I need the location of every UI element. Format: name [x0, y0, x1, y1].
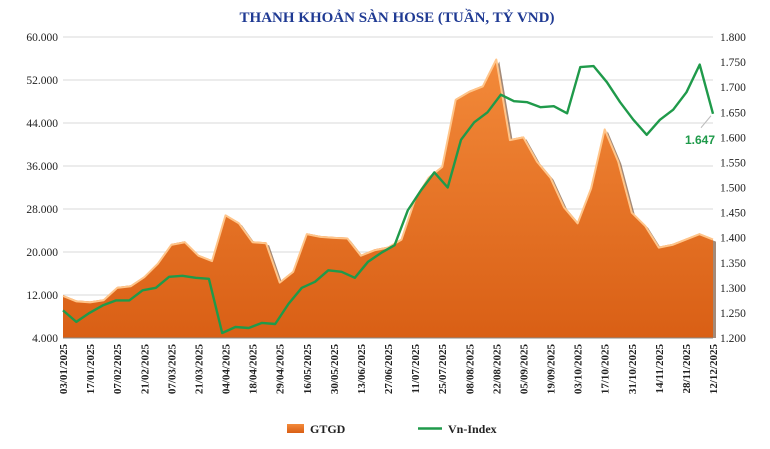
x-tick-label: 18/04/2025 [248, 344, 260, 395]
legend-label-gtgd: GTGD [310, 422, 346, 436]
right-tick-label: 1.800 [720, 32, 746, 44]
left-tick-label: 4.000 [32, 333, 58, 345]
right-tick-label: 1.300 [720, 283, 746, 295]
x-tick-label: 25/07/2025 [437, 344, 449, 395]
left-tick-label: 60.000 [26, 32, 58, 44]
annotation-label: 1.647 [685, 133, 715, 147]
x-tick-label: 08/08/2025 [464, 344, 476, 395]
legend-label-vnindex: Vn-Index [448, 422, 497, 436]
x-tick-label: 04/04/2025 [221, 344, 233, 395]
right-axis: 1.200 1.250 1.300 1.350 1.400 1.450 1.500 1.550… [720, 32, 746, 345]
x-tick-label: 22/08/2025 [491, 344, 503, 395]
x-tick-label: 17/01/2025 [85, 344, 97, 395]
right-tick-label: 1.600 [720, 132, 746, 144]
x-tick-label: 27/06/2025 [383, 344, 395, 395]
right-tick-label: 1.750 [720, 57, 746, 69]
right-tick-label: 1.450 [720, 208, 746, 220]
right-tick-label: 1.200 [720, 333, 746, 345]
chart-title: THANH KHOẢN SÀN HOSE (TUẦN, TỶ VND) [240, 9, 555, 26]
x-tick-label: 19/09/2025 [546, 344, 558, 395]
x-tick-label: 21/02/2025 [139, 344, 151, 395]
annotation-leader [700, 115, 712, 129]
x-tick-label: 30/05/2025 [329, 344, 341, 395]
x-tick-label: 17/10/2025 [600, 344, 612, 395]
right-tick-label: 1.650 [720, 107, 746, 119]
x-tick-label: 13/06/2025 [356, 344, 368, 395]
left-axis: 4.000 12.000 20.000 28.000 36.000 44.000 52.00… [26, 32, 58, 345]
x-tick-label: 05/09/2025 [518, 344, 530, 395]
x-tick-label: 21/03/2025 [193, 344, 205, 395]
left-tick-label: 44.000 [26, 118, 58, 130]
legend: GTGD Vn-Index [287, 422, 497, 436]
right-tick-label: 1.700 [720, 82, 746, 94]
vnindex-line [62, 63, 715, 335]
x-tick-label: 16/05/2025 [302, 344, 314, 395]
x-axis: 03/01/2025 17/01/2025 07/02/2025 21/02/2025… [58, 337, 720, 395]
x-tick-label: 03/01/2025 [58, 344, 70, 395]
right-tick-label: 1.500 [720, 183, 746, 195]
right-tick-label: 1.350 [720, 258, 746, 270]
left-tick-label: 52.000 [26, 75, 58, 87]
right-tick-label: 1.250 [720, 308, 746, 320]
x-tick-label: 28/11/2025 [681, 344, 693, 394]
left-tick-label: 36.000 [26, 161, 58, 173]
annotations: 1.647 [685, 115, 715, 147]
left-tick-label: 12.000 [26, 290, 58, 302]
x-tick-label: 14/11/2025 [654, 344, 666, 394]
vnindex-line-series [62, 63, 715, 335]
left-tick-label: 20.000 [26, 247, 58, 259]
x-tick-label: 31/10/2025 [627, 344, 639, 395]
x-tick-label: 11/07/2025 [410, 344, 422, 394]
x-tick-label: 12/12/2025 [708, 344, 720, 395]
x-tick-label: 03/10/2025 [573, 344, 585, 395]
right-tick-label: 1.400 [720, 233, 746, 245]
left-tick-label: 28.000 [26, 204, 58, 216]
right-tick-label: 1.550 [720, 157, 746, 169]
x-tick-label: 07/02/2025 [112, 344, 124, 395]
x-tick-label: 29/04/2025 [275, 344, 287, 395]
x-tick-label: 07/03/2025 [166, 344, 178, 395]
legend-swatch-gtgd [287, 424, 304, 433]
gtgd-area [63, 58, 713, 338]
